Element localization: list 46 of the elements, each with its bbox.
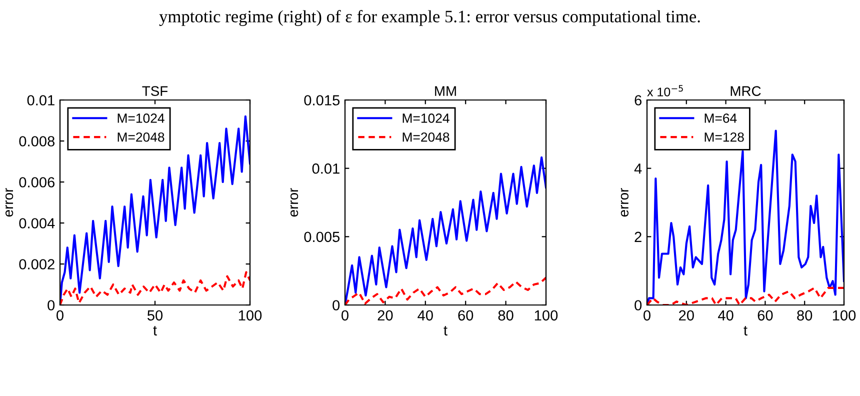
legend-label: M=128: [704, 132, 744, 142]
legend-label: M=64: [704, 114, 737, 123]
x-axis-title: t: [153, 326, 157, 336]
y-tick-label: 4: [634, 164, 642, 174]
y-tick-label: 0: [634, 300, 642, 310]
chart-title: MRC: [730, 86, 761, 96]
chart-title: TSF: [142, 86, 168, 96]
y-tick-label: 0.015: [304, 95, 340, 106]
legend-label: M=1024: [402, 114, 450, 123]
x-tick-label: 0: [342, 310, 348, 321]
x-tick-label: 20: [378, 310, 393, 321]
x-axis-title: t: [744, 326, 748, 336]
legend-label: M=2048: [402, 132, 450, 142]
y-tick-label: 6: [634, 95, 642, 106]
y-tick-label: 0: [332, 300, 340, 310]
y-tick-label: 0.005: [304, 232, 340, 242]
chart-title: MM: [435, 86, 456, 96]
legend-label: M=1024: [118, 114, 164, 123]
x-tick-label: 80: [797, 310, 812, 321]
y-tick-label: 0.008: [19, 136, 55, 146]
x-tick-label: 40: [418, 310, 433, 321]
y-tick-label: 0.01: [27, 95, 54, 106]
y-tick-label: 2: [634, 232, 642, 242]
y-tick-label: 0.01: [312, 163, 340, 174]
x-tick-label: 60: [458, 310, 474, 321]
x-tick-label: 50: [147, 310, 163, 321]
y-tick-label: 0.006: [19, 177, 54, 188]
x-tick-label: 100: [832, 310, 856, 321]
x-tick-label: 0: [56, 310, 64, 321]
text: x 10$^{−5}$: [647, 85, 683, 96]
x-tick-label: 20: [679, 310, 694, 321]
y-tick-label: 0: [48, 300, 55, 310]
y-axis-title: error: [620, 188, 629, 217]
legend-label: M=2048: [118, 132, 164, 142]
x-tick-label: 0: [644, 310, 650, 321]
y-tick-label: 0.004: [19, 218, 55, 228]
x-tick-label: 80: [498, 310, 514, 321]
x-tick-label: 60: [758, 310, 773, 321]
x-tick-label: 100: [238, 310, 262, 321]
x-axis-title: t: [444, 326, 448, 336]
y-tick-label: 0.002: [19, 259, 54, 270]
x-tick-label: 100: [534, 310, 558, 321]
y-axis-title: error: [6, 188, 14, 217]
y-axis-title: error: [290, 188, 298, 217]
text: ymptotic regime (right) of ε for example 5.1: error versus computational time.: [159, 10, 700, 26]
x-tick-label: 40: [718, 310, 734, 321]
